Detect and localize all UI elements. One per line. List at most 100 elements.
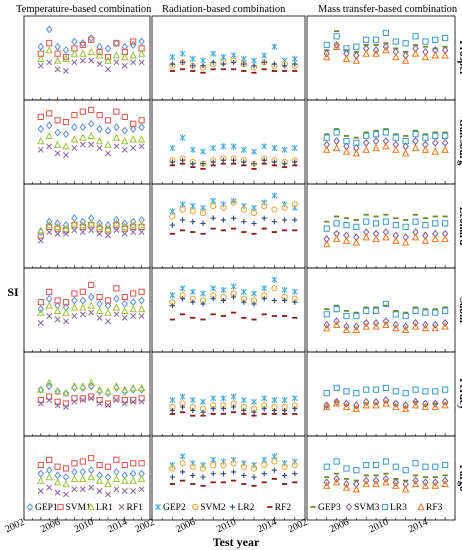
point-lr2-sabin-shape xyxy=(200,301,206,307)
point-gep1-prosper xyxy=(113,39,120,48)
point-rf3-prosper xyxy=(352,56,361,64)
point-svm2-leonard-shape xyxy=(199,209,207,217)
point-lr3-leonard-shape xyxy=(412,218,419,225)
point-gep3-sabin xyxy=(343,309,350,312)
point-lr3-prosper-shape xyxy=(422,38,429,45)
point-lr1-fargo-shape xyxy=(121,476,129,484)
point-rf2-perdey-shape xyxy=(231,411,237,414)
point-gep3-galesburg xyxy=(393,133,399,136)
point-svm2-leonard-shape xyxy=(169,213,176,220)
point-gep3-sabin xyxy=(383,304,389,307)
point-rf1-sabin-shape xyxy=(71,313,78,320)
point-lr3-perdey-shape xyxy=(422,388,429,395)
point-lr2-prosper xyxy=(251,63,257,69)
point-svm1-fargo xyxy=(104,463,112,470)
point-lr2-prosper xyxy=(231,59,237,65)
point-lr2-perdey xyxy=(220,406,226,412)
point-gep2-perdey xyxy=(179,393,186,400)
point-gep2-sabin-shape xyxy=(200,290,206,297)
point-svm1-galesburg xyxy=(88,106,95,114)
point-lr2-prosper-shape xyxy=(169,61,175,67)
point-svm3-sabin xyxy=(372,319,380,327)
point-gep1-galesburg xyxy=(54,128,61,137)
point-gep3-leonard-shape xyxy=(343,217,350,220)
point-rf3-galesburg xyxy=(411,143,420,152)
point-lr2-perdey xyxy=(241,407,247,414)
point-gep2-sabin-shape xyxy=(230,283,237,290)
point-gep3-leonard-shape xyxy=(324,220,330,223)
point-gep3-sabin xyxy=(363,306,369,309)
point-gep2-prosper xyxy=(200,57,206,64)
point-lr3-leonard xyxy=(432,220,439,227)
point-rf3-galesburg-shape xyxy=(392,145,400,153)
point-rf3-fargo xyxy=(352,485,361,493)
point-svm1-galesburg xyxy=(71,112,78,119)
point-lr1-sabin-shape xyxy=(129,305,137,313)
point-lr3-prosper-shape xyxy=(353,43,360,50)
point-rf1-fargo-shape xyxy=(63,491,69,498)
point-svm1-sabin-shape xyxy=(79,288,86,295)
point-rf3-perdey-shape xyxy=(382,399,390,407)
point-rf1-perdey-shape xyxy=(37,400,44,407)
point-lr2-prosper xyxy=(210,59,216,65)
point-gep2-sabin xyxy=(169,292,176,299)
point-lr3-galesburg-shape xyxy=(412,131,419,138)
point-lr1-sabin xyxy=(104,308,112,316)
point-lr3-prosper xyxy=(353,43,360,50)
point-lr3-galesburg xyxy=(422,134,429,141)
point-gep3-sabin xyxy=(422,308,428,311)
point-svm1-sabin xyxy=(62,299,70,306)
point-rf1-leonard xyxy=(63,230,69,237)
point-svm2-fargo-shape xyxy=(250,465,258,472)
point-rf2-prosper xyxy=(190,70,196,72)
panel-frame-r1-c1 xyxy=(151,99,306,185)
point-rf2-leonard-shape xyxy=(200,232,206,235)
point-svm3-fargo xyxy=(343,480,350,489)
point-lr1-fargo-shape xyxy=(137,474,146,482)
point-svm1-prosper-shape xyxy=(88,36,95,43)
point-rf1-galesburg-shape xyxy=(121,146,128,153)
point-gep3-sabin-shape xyxy=(403,311,409,314)
point-rf1-fargo-shape xyxy=(46,484,53,491)
point-lr2-sabin-shape xyxy=(180,296,186,302)
point-lr1-sabin xyxy=(79,303,87,311)
row-label-galesburg: Galesburg xyxy=(457,119,462,166)
point-lr1-prosper xyxy=(104,56,112,64)
point-rf3-fargo-shape xyxy=(431,481,439,489)
legend-marker-lr3 xyxy=(381,503,389,511)
point-gep3-sabin-shape xyxy=(353,311,359,314)
point-gep2-galesburg-shape xyxy=(210,144,217,152)
point-rf1-fargo-shape xyxy=(105,491,111,498)
point-svm3-sabin-shape xyxy=(441,319,449,327)
point-gep2-perdey xyxy=(291,395,298,402)
point-rf1-leonard-shape xyxy=(46,229,53,236)
point-gep1-fargo xyxy=(71,467,78,476)
point-lr2-galesburg-shape xyxy=(241,159,247,165)
point-lr1-galesburg-shape xyxy=(79,133,87,141)
point-svm2-fargo xyxy=(281,463,288,470)
point-svm1-perdey xyxy=(104,400,112,407)
point-rf1-leonard-shape xyxy=(113,227,120,234)
point-lr2-sabin-shape xyxy=(231,294,237,300)
point-rf2-sabin xyxy=(261,313,267,316)
point-lr3-sabin xyxy=(412,307,419,314)
point-svm1-galesburg-shape xyxy=(79,108,86,115)
panel-frame-r2-c1 xyxy=(151,183,306,269)
point-rf2-fargo xyxy=(210,481,216,484)
point-gep1-leonard xyxy=(45,217,53,226)
x-tick-label-c2: 2010 xyxy=(367,517,390,535)
point-rf2-sabin xyxy=(282,315,288,317)
point-lr2-prosper xyxy=(180,59,186,65)
point-gep1-leonard xyxy=(62,221,70,230)
point-rf2-leonard xyxy=(282,229,288,232)
point-lr2-galesburg xyxy=(292,159,298,165)
point-lr2-prosper-shape xyxy=(271,61,277,67)
point-lr1-leonard-shape xyxy=(121,222,129,230)
point-lr1-prosper xyxy=(87,47,95,56)
point-lr2-fargo-shape xyxy=(271,467,277,473)
point-lr3-sabin xyxy=(343,312,350,320)
legend-label-rf2: RF2 xyxy=(275,503,292,513)
point-lr1-galesburg xyxy=(37,137,45,145)
point-lr1-prosper-shape xyxy=(121,53,129,61)
point-gep2-leonard xyxy=(230,197,237,204)
